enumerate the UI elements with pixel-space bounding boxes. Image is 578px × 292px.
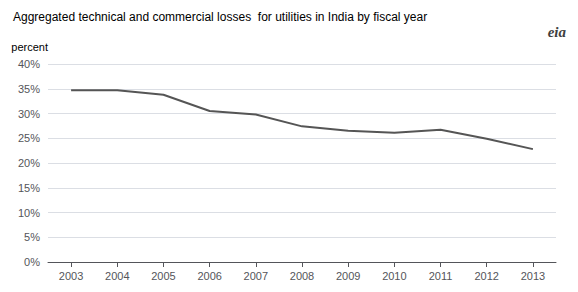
svg-text:25%: 25%	[18, 132, 40, 144]
svg-text:0%: 0%	[24, 256, 40, 268]
svg-text:2003: 2003	[59, 270, 83, 282]
svg-text:30%: 30%	[18, 108, 40, 120]
svg-text:5%: 5%	[24, 231, 40, 243]
svg-text:10%: 10%	[18, 207, 40, 219]
svg-text:percent: percent	[11, 41, 48, 53]
svg-text:35%: 35%	[18, 83, 40, 95]
svg-text:40%: 40%	[18, 58, 40, 70]
svg-text:15%: 15%	[18, 182, 40, 194]
svg-text:Aggregated technical and comme: Aggregated technical and commercial loss…	[13, 10, 427, 24]
svg-text:2013: 2013	[521, 270, 545, 282]
svg-text:2012: 2012	[474, 270, 498, 282]
svg-text:2007: 2007	[244, 270, 268, 282]
svg-text:2011: 2011	[429, 270, 453, 282]
svg-text:2006: 2006	[197, 270, 221, 282]
svg-text:2004: 2004	[105, 270, 129, 282]
svg-text:2005: 2005	[151, 270, 175, 282]
svg-text:eia: eia	[548, 24, 567, 40]
svg-text:2009: 2009	[336, 270, 360, 282]
svg-text:2010: 2010	[382, 270, 406, 282]
svg-text:20%: 20%	[18, 157, 40, 169]
svg-text:2008: 2008	[290, 270, 314, 282]
